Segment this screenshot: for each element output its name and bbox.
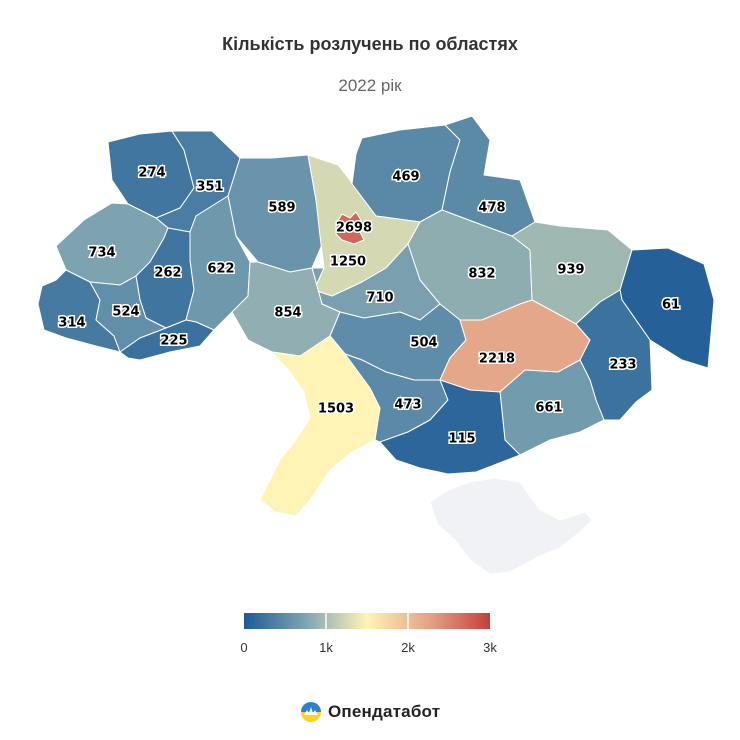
value-label: 351 (196, 180, 223, 195)
value-label: 1503 (318, 402, 354, 417)
value-label: 314 (58, 316, 85, 331)
value-label: 939 (557, 263, 584, 278)
value-label: 524 (112, 305, 139, 320)
value-label: 1250 (330, 255, 366, 270)
value-label: 473 (394, 398, 421, 413)
region-crimea[interactable] (429, 477, 593, 575)
map-title: Кількість розлучень по областях (222, 34, 518, 54)
value-label: 225 (160, 334, 187, 349)
map-subtitle: 2022 рік (338, 76, 402, 95)
value-label: 504 (410, 336, 437, 351)
region-chernivtsi[interactable] (119, 319, 215, 361)
value-label: 233 (609, 358, 636, 373)
legend-tick-label: 2k (401, 640, 415, 655)
value-label: 734 (88, 246, 115, 261)
brand-name: Опендатабот (328, 702, 441, 721)
value-label: 832 (468, 267, 495, 282)
legend-tick-label: 0 (240, 640, 247, 655)
value-label: 478 (478, 201, 505, 216)
value-label: 115 (448, 432, 475, 447)
opendatabot-logo-icon (301, 702, 321, 722)
value-label: 274 (138, 166, 165, 181)
value-label: 469 (392, 170, 419, 185)
region-kherson[interactable] (379, 379, 521, 475)
value-label: 710 (366, 291, 393, 306)
value-label: 2698 (336, 221, 372, 236)
legend-ticks: 0 1k 2k 3k (240, 613, 497, 655)
value-label: 61 (662, 298, 680, 313)
value-label: 589 (268, 201, 295, 216)
legend-color-bar (244, 613, 490, 629)
region-value-labels: 274 351 469 478 589 2698 734 262 622 1250 832 939 61… (57, 164, 682, 448)
legend-tick-label: 3k (483, 640, 497, 655)
legend-tick-label: 1k (319, 640, 333, 655)
value-label: 661 (535, 401, 562, 416)
brand: Опендатабот (300, 700, 440, 724)
color-legend: 0 1k 2k 3k (240, 613, 497, 655)
value-label: 2218 (479, 352, 515, 367)
region-kyiv-city[interactable] (335, 211, 365, 245)
value-label: 622 (207, 262, 234, 277)
value-label: 854 (274, 306, 301, 321)
value-label: 262 (154, 266, 181, 281)
regions-layer (37, 115, 715, 575)
